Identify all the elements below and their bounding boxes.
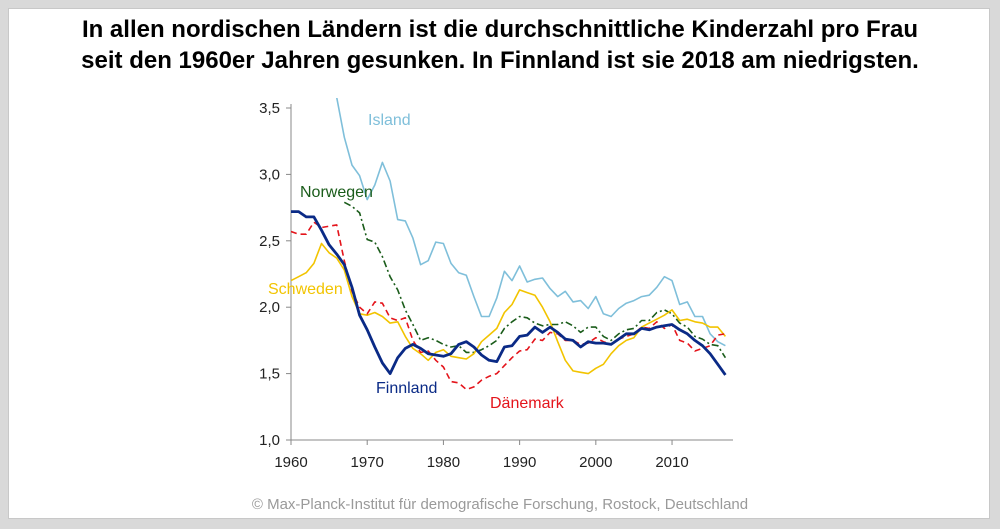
y-tick-label-5: 3,5 bbox=[259, 100, 280, 117]
y-tick-label-2: 2,0 bbox=[259, 299, 280, 316]
series-label-island: Island bbox=[368, 112, 411, 129]
series-line-island bbox=[336, 98, 726, 347]
series-line-finnland bbox=[291, 210, 727, 376]
x-tick-label-2: 1980 bbox=[427, 454, 460, 471]
x-tick-label-5: 2010 bbox=[655, 454, 688, 471]
x-tick-label-3: 1990 bbox=[503, 454, 536, 471]
page-title: In allen nordischen Ländern ist die durc… bbox=[0, 14, 1000, 76]
y-tick-label-0: 1,0 bbox=[259, 432, 280, 449]
y-tick-label-3: 2,5 bbox=[259, 233, 280, 250]
x-tick-label-1: 1970 bbox=[351, 454, 384, 471]
series-label-norwegen: Norwegen bbox=[300, 184, 373, 201]
series-label-daenemark: Dänemark bbox=[490, 395, 565, 412]
title-line-2: seit den 1960er Jahren gesunken. In Finn… bbox=[81, 47, 919, 74]
y-tick-label-4: 3,0 bbox=[259, 166, 280, 183]
series-line-schweden bbox=[291, 242, 727, 375]
copyright-footer: © Max-Planck-Institut für demografische … bbox=[251, 496, 749, 513]
x-tick-label-4: 2000 bbox=[579, 454, 612, 471]
x-tick-label-0: 1960 bbox=[274, 454, 307, 471]
series-label-schweden: Schweden bbox=[268, 281, 343, 298]
chart-frame bbox=[8, 8, 990, 519]
y-tick-label-1: 1,5 bbox=[259, 366, 280, 383]
series-line-daenemark bbox=[291, 221, 726, 391]
title-line-1: In allen nordischen Ländern ist die durc… bbox=[81, 16, 919, 43]
series-label-finnland: Finnland bbox=[376, 380, 437, 397]
